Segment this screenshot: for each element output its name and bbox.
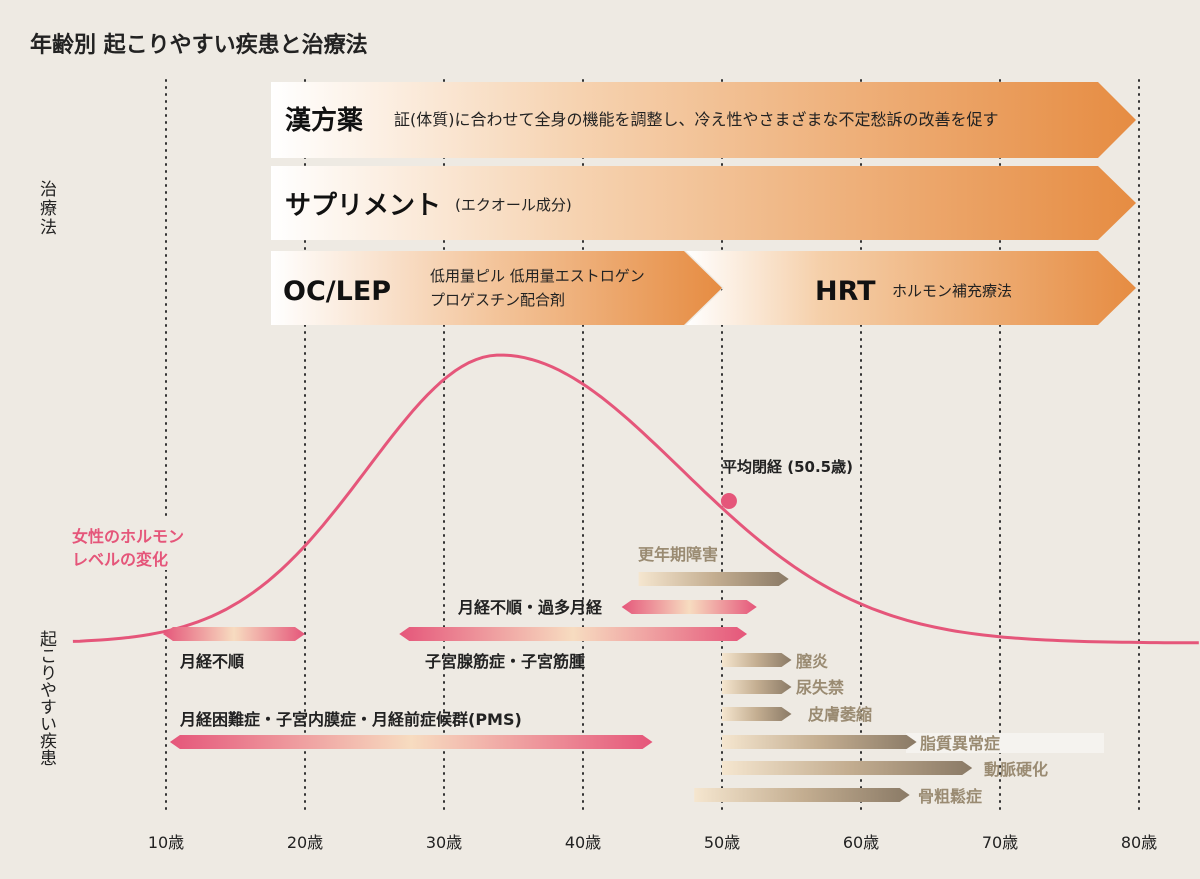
disease-label: 皮膚萎縮 — [807, 705, 872, 724]
age-tick-label: 20歳 — [287, 833, 323, 852]
treatment-hrt-arrow — [686, 251, 1136, 325]
age-tick-label: 10歳 — [148, 833, 184, 852]
disease-label: 膣炎 — [796, 652, 828, 671]
age-axis: 10歳 20歳 30歳 40歳 50歳 60歳 70歳 80歳 — [148, 833, 1157, 852]
age-tick-label: 30歳 — [426, 833, 462, 852]
disease-arrow — [722, 735, 917, 749]
treatment-hrt-desc: ホルモン補充療法 — [892, 282, 1012, 300]
treatment-kampo-arrow — [271, 82, 1136, 158]
disease-label: 子宮腺筋症・子宮筋腫 — [425, 652, 585, 671]
disease-label: 脂質異常症 — [920, 734, 1000, 753]
page-title: 年齢別 起こりやすい疾患と治療法 — [30, 32, 368, 58]
disease-label: 月経不順 — [179, 652, 245, 671]
hormone-level-curve — [72, 353, 1199, 645]
side-label-treatment: 治療法 — [36, 180, 57, 237]
treatment-kampo-name: 漢方薬 — [285, 105, 363, 136]
disease-arrow — [722, 761, 973, 775]
age-tick-label: 60歳 — [843, 833, 879, 852]
treatment-oc-lep-name: OC/LEP — [283, 276, 391, 307]
disease-arrow — [399, 627, 748, 641]
disease-arrow — [722, 680, 792, 694]
treatment-oc-lep: OC/LEP 低用量ピル 低用量エストロゲン プロゲスチン配合剤 — [271, 251, 722, 325]
treatment-oc-lep-arrow — [271, 251, 722, 325]
disease-label: 月経困難症・子宮内膜症・月経前症候群(PMS) — [179, 710, 522, 729]
disease-arrow — [169, 735, 653, 749]
age-tick-label: 40歳 — [565, 833, 601, 852]
treatment-arrows: 漢方薬 証(体質)に合わせて全身の機能を調整し、冷え性やさまざまな不定愁訴の改善… — [271, 82, 1136, 325]
disease-arrow — [621, 600, 757, 614]
hormone-label-bg — [66, 520, 206, 570]
hormone-label-line1: 女性のホルモン — [72, 527, 184, 546]
side-label-disease: 起こりやすい疾患 — [36, 630, 57, 766]
disease-label: 月経不順・過多月経 — [457, 598, 603, 617]
age-tick-label: 80歳 — [1121, 833, 1157, 852]
age-tick-label: 70歳 — [982, 833, 1018, 852]
disease-label: 動脈硬化 — [984, 760, 1048, 779]
treatment-kampo: 漢方薬 証(体質)に合わせて全身の機能を調整し、冷え性やさまざまな不定愁訴の改善… — [271, 82, 1136, 158]
disease-label: 尿失禁 — [796, 678, 844, 697]
menopause-label: 平均閉経 (50.5歳) — [722, 458, 853, 476]
disease-label: 更年期障害 — [638, 545, 718, 564]
treatment-supplement: サプリメント (エクオール成分) — [271, 166, 1136, 240]
treatment-supplement-name: サプリメント — [285, 191, 441, 221]
treatment-supplement-desc: (エクオール成分) — [455, 196, 572, 214]
disease-arrow — [162, 627, 305, 641]
menopause-marker — [720, 493, 737, 509]
treatment-hrt-name: HRT — [815, 276, 876, 307]
treatment-kampo-desc: 証(体質)に合わせて全身の機能を調整し、冷え性やさまざまな不定愁訴の改善を促す — [394, 110, 999, 129]
age-tick-label: 50歳 — [704, 833, 740, 852]
treatment-hrt: HRT ホルモン補充療法 — [686, 251, 1136, 325]
disease-arrow — [722, 653, 792, 667]
treatment-oc-lep-desc-line1: 低用量ピル 低用量エストロゲン — [430, 267, 645, 285]
disease-label: 骨粗鬆症 — [918, 787, 982, 806]
disease-arrow — [638, 572, 789, 586]
treatment-oc-lep-desc-line2: プロゲスチン配合剤 — [430, 291, 565, 309]
treatment-supplement-arrow — [271, 166, 1136, 240]
hormone-label-line2: レベルの変化 — [72, 550, 168, 569]
disease-arrow — [722, 707, 792, 721]
disease-arrow — [694, 788, 910, 802]
label-highlight-band — [906, 733, 1104, 753]
